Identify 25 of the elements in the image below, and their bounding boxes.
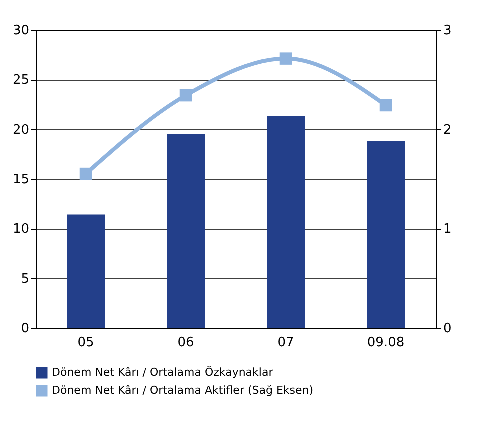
y-tick-label: 10 (12, 222, 30, 238)
legend-label: Dönem Net Kârı / Ortalama Özkaynaklar (52, 365, 274, 379)
x-tick-label: 05 (78, 336, 94, 350)
y-tick-label: 30 (12, 24, 30, 38)
x-tick-label: 06 (178, 336, 194, 350)
bar (167, 134, 205, 328)
x-tick-label: 09.08 (367, 336, 405, 350)
y2-tick-label: 2 (444, 122, 452, 138)
x-tick-label: 07 (278, 336, 294, 350)
y2-tick-label: 3 (444, 24, 452, 38)
bar (267, 116, 305, 328)
y2-tick-label: 1 (444, 222, 452, 238)
point (280, 52, 292, 65)
legend-label: Dönem Net Kârı / Ortalama Aktifler (Sağ Eksen) (52, 384, 314, 397)
y-tick-label: 0 (21, 322, 30, 336)
point (80, 168, 92, 180)
y-tick-label: 25 (12, 73, 30, 88)
bar (67, 214, 105, 328)
point (180, 89, 192, 102)
y-tick-label: 15 (12, 172, 30, 188)
y2-tick-label: 0 (444, 322, 452, 336)
y-tick-label: 20 (12, 122, 30, 138)
y-tick-label: 5 (21, 272, 30, 287)
point (380, 99, 392, 112)
bar (367, 141, 405, 328)
